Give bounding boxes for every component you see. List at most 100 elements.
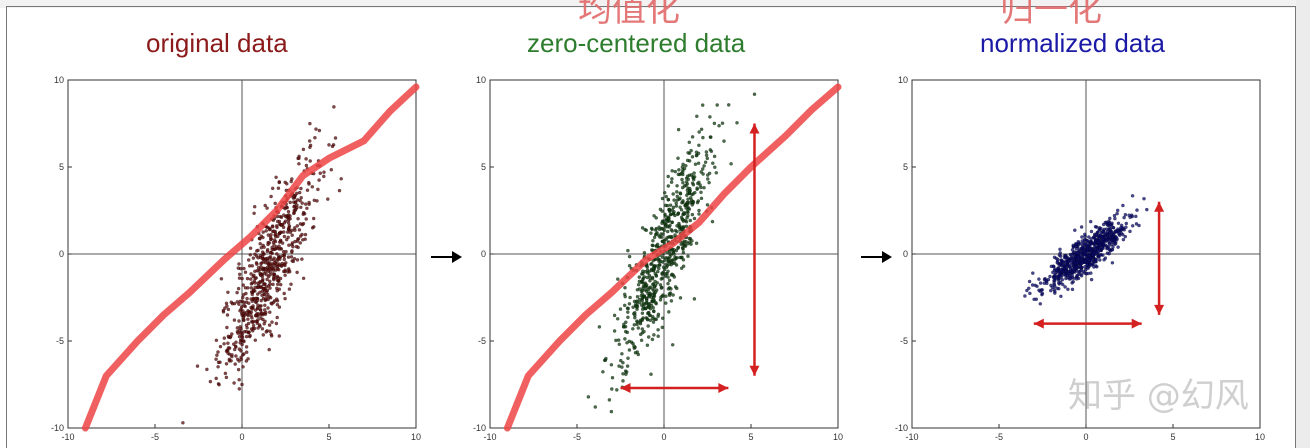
scatter-point [681,250,686,255]
scatter-point [313,135,317,140]
scatter-point [649,261,654,266]
scatter-point [1134,222,1139,226]
scatter-point [640,226,645,230]
scatter-point [283,206,287,211]
scatter-point [666,174,670,179]
scatter-point [284,237,289,242]
scatter-point [1099,226,1103,231]
scatter-point [679,207,684,212]
scatter-point [1107,251,1111,256]
scatter-point [637,297,642,302]
scatter-point [660,316,665,320]
scatter-point [1040,291,1045,296]
scatter-point [269,232,273,237]
scatter-point [648,278,652,283]
scatter-point [615,316,620,321]
scatter-point [1083,265,1087,269]
scatter-point [1115,211,1119,216]
scatter-point [289,255,294,259]
scatter-point [1052,291,1057,295]
scatter-point [243,270,248,274]
scatter-point [672,198,676,202]
scatter-point [283,180,287,185]
scatter-point [1025,288,1029,293]
scatter-point [249,297,253,301]
scatter-point [655,280,660,285]
scatter-point [232,318,237,322]
scatter-point [303,232,308,237]
scatter-point [291,244,295,249]
x-tick-label: 5 [1170,432,1175,442]
scatter-point [221,310,226,314]
y-tick-label: -5 [478,336,486,346]
scatter-point [682,242,687,247]
scatter-point [1089,248,1094,252]
scatter-point [638,332,643,337]
scatter-point [273,261,277,265]
scatter-point [623,320,628,324]
scatter-point [235,357,240,362]
scatter-point [230,353,234,357]
scatter-point [286,227,291,232]
scatter-point [689,242,693,246]
scatter-point [657,227,662,232]
scatter-point [626,356,630,361]
scatter-point [651,243,655,248]
scatter-point [282,291,286,296]
scatter-point [1130,223,1135,228]
scatter-point [251,323,256,328]
scatter-point [1098,243,1102,247]
scatter-point [275,259,279,263]
scatter-point [1106,237,1111,242]
scatter-point [300,237,305,242]
scatter-point [291,259,296,264]
scatter-point [226,351,230,356]
scatter-point [1070,287,1075,292]
scatter-point [265,247,270,252]
scatter-point [683,163,688,168]
scatter-point [1074,246,1079,251]
scatter-point [282,257,287,262]
scatter-point [681,180,685,185]
scatter-point [234,340,238,345]
scatter-point [283,263,287,268]
scatter-point [623,329,628,334]
scatter-point [277,240,282,244]
scatter-point [672,275,677,279]
scatter-point [1069,260,1074,265]
scatter-point [296,237,301,241]
scatter-point [689,148,693,153]
scatter-point [256,255,260,260]
x-tick-label: 0 [661,432,666,442]
scatter-point [1074,266,1078,270]
scatter-point [226,290,230,295]
scatter-point [298,241,303,245]
scatter-point [678,191,683,195]
scatter-point [244,345,249,349]
scatter-point [620,351,624,356]
scatter-point [684,224,689,229]
scatter-point [691,177,696,182]
scatter-point [1094,238,1098,243]
x-tick-label: 10 [833,432,843,442]
scatter-point [597,325,602,329]
top-strip [0,0,1310,8]
scatter-point [1092,241,1096,246]
scatter-point [1059,294,1063,299]
x-tick-label: 10 [1255,432,1265,442]
scatter-point [705,203,710,207]
scatter-point [642,274,647,279]
scatter-point [1089,242,1093,246]
scatter-point [666,184,671,188]
scatter-point [297,162,301,166]
scatter-point [1037,277,1041,281]
scatter-point [241,364,245,369]
scatter-point [1082,260,1087,264]
scatter-point [1124,221,1129,226]
scatter-point [268,270,273,274]
scatter-point [667,216,671,221]
scatter-point [275,302,280,307]
scatter-point [662,267,667,272]
scatter-point [1101,229,1105,234]
scatter-point [632,315,637,320]
